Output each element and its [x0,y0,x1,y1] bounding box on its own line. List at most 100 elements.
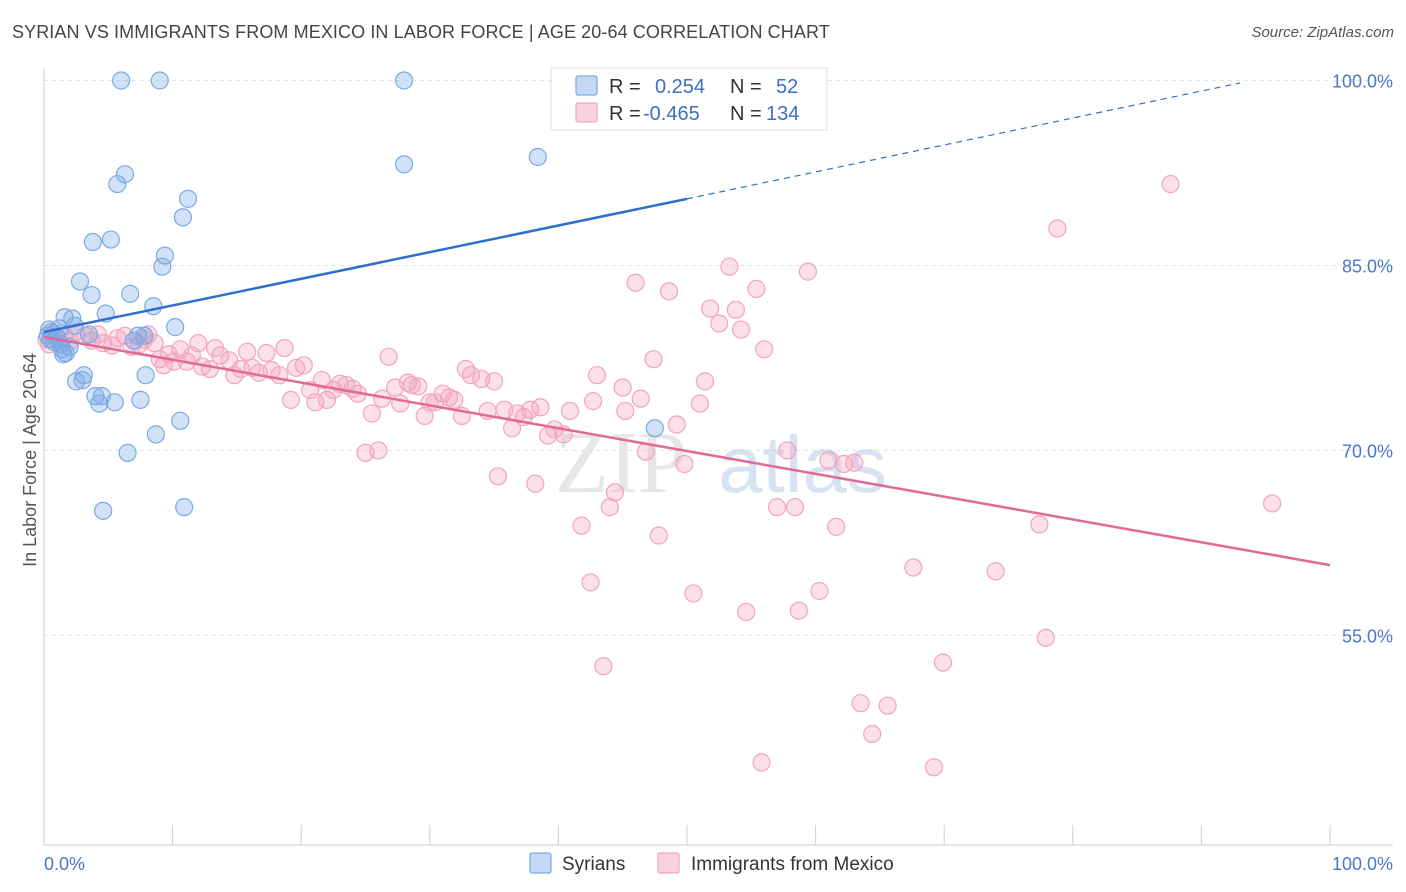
syrians-point-37 [135,326,154,345]
mexico-point-119 [789,601,808,620]
syrians-point-20 [82,285,101,305]
mexico-point-87 [572,516,591,535]
mexico-point-88 [581,573,600,592]
syrians-point-31 [115,165,135,184]
mexico-point-107 [701,299,720,318]
mexico-point-13 [115,326,135,345]
x-tick-label-1: 100.0% [1332,854,1393,874]
mexico-point-57 [379,347,398,366]
syrians-point-45 [171,411,190,430]
bottom-legend: Syrians Immigrants from Mexico [529,852,894,875]
syrians-point-47 [175,498,194,517]
mexico-point-97 [631,389,650,408]
syrians-point-23 [90,394,109,413]
mexico-point-91 [594,657,613,676]
mexico-point-75 [488,467,508,486]
mexico-point-94 [613,378,632,397]
mexico-point-47 [317,390,337,409]
mexico-point-62 [409,377,428,396]
mexico-point-59 [391,394,410,413]
mexico-point-126 [851,694,870,713]
mexico-point-130 [924,758,944,777]
legend-n-value-mexico: 134 [766,103,799,125]
mexico-point-125 [845,453,864,472]
mexico-point-113 [747,279,766,298]
syrians-point-30 [112,71,131,90]
axes [43,68,1393,846]
mexico-trend-line [43,335,1331,567]
mexico-point-111 [731,320,751,339]
syrians-point-33 [121,284,140,303]
mexico-point-135 [1048,219,1067,238]
legend-n-value-syrians: 52 [776,76,798,98]
mexico-point-115 [755,340,774,359]
mexico-point-61 [402,375,421,395]
mexico-point-109 [720,257,739,276]
mexico-point-121 [810,581,829,601]
syrians-point-28 [105,393,124,412]
watermark-atlas: atlas [718,420,887,509]
syrians-point-50 [394,155,414,174]
mexico-point-86 [560,401,580,421]
bottom-legend-swatch-mexico [657,852,680,874]
mexico-point-43 [294,356,313,375]
mexico-point-89 [584,391,603,411]
legend-swatch-mexico [575,102,598,123]
mexico-point-82 [531,398,550,417]
mexico-point-118 [785,498,805,517]
syrians-point-46 [173,208,192,227]
syrians-point-49 [394,71,414,90]
mexico-point-101 [659,282,679,301]
legend-r-label-syrians: R = [609,76,641,98]
tick-labels: 100.0% 85.0% 70.0% 55.0% 0.0% 100.0% [44,71,1393,874]
bottom-legend-label-mexico: Immigrants from Mexico [691,854,894,875]
mexico-point-104 [684,584,703,603]
mexico-point-131 [933,653,953,672]
mexico-point-136 [1161,174,1180,194]
syrians-point-27 [101,230,120,249]
y-axis-label: In Labor Force | Age 20-64 [20,353,40,567]
mexico-point-114 [752,753,771,772]
mexico-point-40 [275,338,294,358]
mexico-point-128 [878,696,897,715]
mexico-point-54 [362,404,382,423]
legend-r-value-mexico: -0.465 [643,103,700,125]
syrians-point-21 [83,232,102,252]
syrians-point-51 [528,147,547,167]
mexico-point-110 [726,300,745,319]
mexico-point-108 [710,314,729,333]
syrians-point-38 [136,366,155,385]
syrians-point-44 [166,318,185,337]
mexico-point-117 [778,441,797,460]
mexico-point-55 [369,441,388,460]
mexico-point-90 [587,366,607,385]
syrians-point-35 [128,326,147,345]
legend-r-label-mexico: R = [609,103,641,125]
legend-r-value-syrians: 0.254 [655,76,705,98]
mexico-point-26 [189,334,208,353]
mexico-point-93 [605,483,625,502]
mexico-point-99 [644,350,663,369]
bottom-legend-swatch-syrians [529,852,552,874]
bottom-legend-label-syrians: Syrians [562,854,625,875]
mexico-point-132 [986,562,1005,581]
mexico-point-41 [281,390,301,409]
syrians-point-18 [74,366,93,385]
mexico-point-137 [1263,494,1282,513]
syrians-point-40 [146,425,165,444]
mexico-point-112 [737,602,756,622]
mexico-point-63 [415,406,434,425]
trend-lines [43,82,1331,567]
mexico-point-106 [695,372,715,391]
series-syrians-points [38,71,664,520]
syrians-point-32 [118,443,137,462]
mexico-point-81 [526,474,545,493]
syrians-point-29 [108,174,127,194]
mexico-point-102 [667,415,686,434]
watermark: ZIP atlas [555,415,887,512]
mexico-point-71 [461,366,481,385]
mexico-point-39 [270,366,289,385]
mexico-point-18 [145,334,164,353]
mexico-point-30 [211,346,230,365]
